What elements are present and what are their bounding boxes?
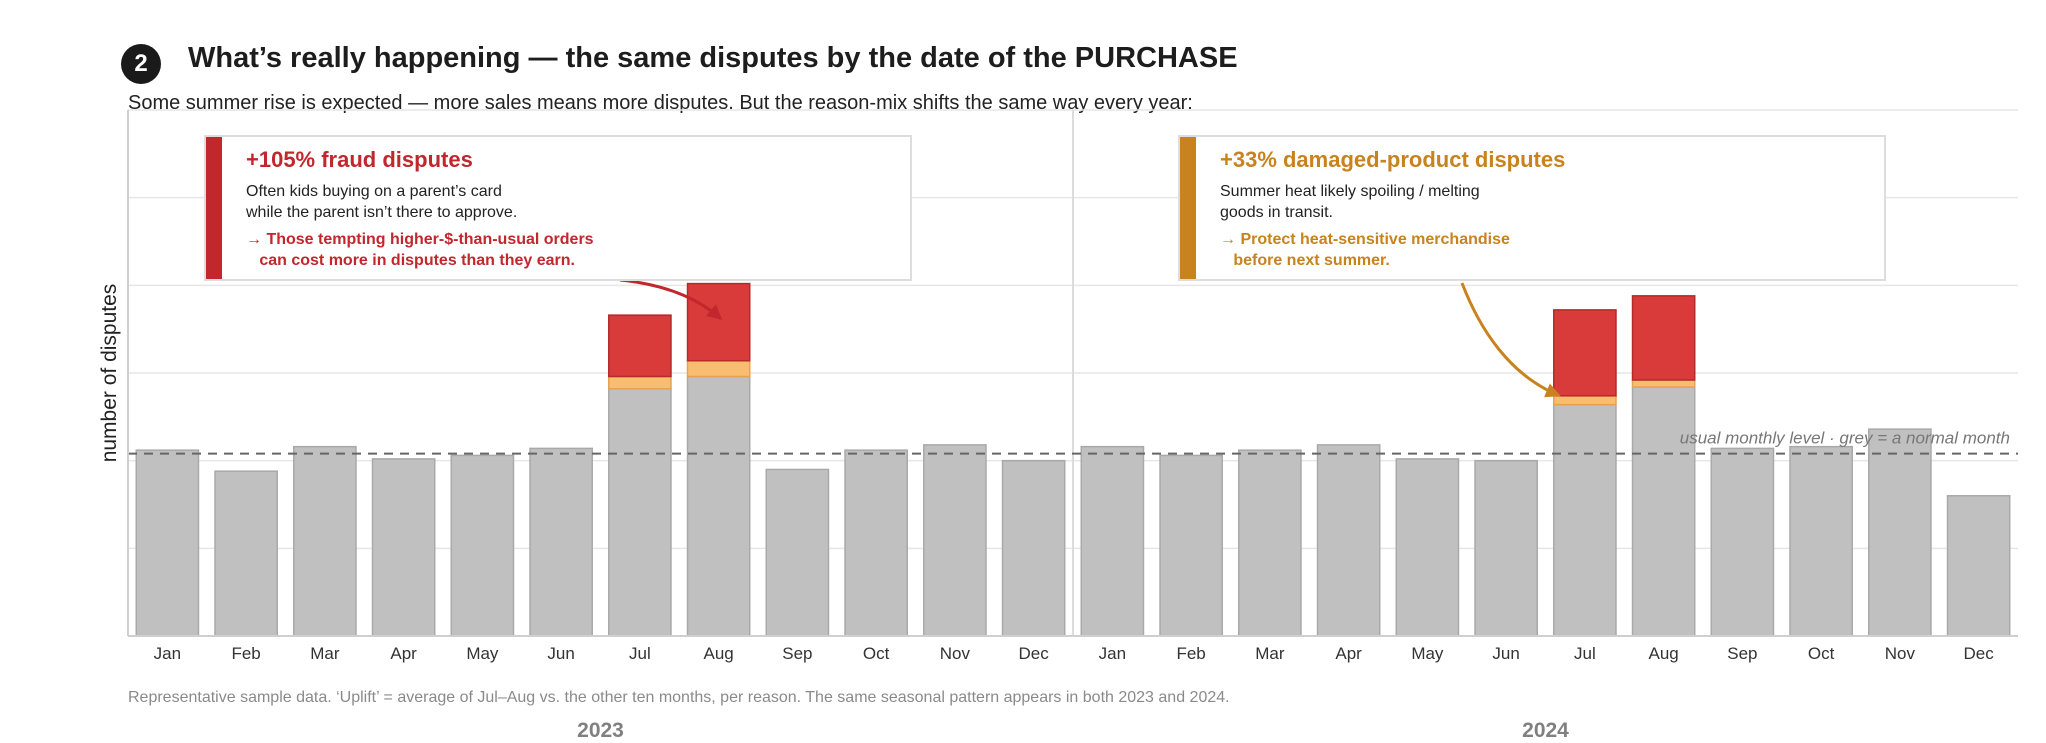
fraud-action: → Those tempting higher-$-than-usual ord… <box>246 229 594 271</box>
year-label: 2024 <box>1522 719 1569 742</box>
bar-segment-0 <box>1946 494 2011 637</box>
damaged-action-line: → Protect heat-sensitive merchandise <box>1220 231 1510 248</box>
bar-segment-0 <box>214 470 278 637</box>
x-tick-label: Mar <box>310 644 340 663</box>
bar-segment-1 <box>686 359 751 378</box>
bar-segment-0 <box>293 445 357 637</box>
x-tick-label: Dec <box>1019 644 1050 663</box>
x-tick-label: Jun <box>1492 644 1519 663</box>
x-tick-label: Jun <box>547 644 574 663</box>
x-tick-label: Nov <box>1885 644 1916 663</box>
fraud-explanation: Often kids buying on a parent’s card whi… <box>246 181 517 223</box>
bar-segment-2 <box>1553 309 1617 397</box>
bar-segment-0 <box>1868 428 1932 637</box>
damaged-explanation-line: goods in transit. <box>1220 204 1333 221</box>
fraud-explanation-line: while the parent isn’t there to approve. <box>246 204 518 221</box>
bar-segment-0 <box>529 447 593 637</box>
damaged-action-line: before next summer. <box>1220 252 1390 269</box>
bar-segment-0 <box>608 388 672 637</box>
x-tick-label: May <box>1411 644 1444 663</box>
x-tick-label: Jan <box>1099 644 1126 663</box>
reference-line-group: usual monthly level · grey = a normal mo… <box>128 429 2018 455</box>
bar-segment-2 <box>686 282 751 362</box>
bar-segment-0 <box>765 468 830 637</box>
fraud-action-line: → Those tempting higher-$-than-usual ord… <box>246 231 594 248</box>
x-tick-label: Sep <box>782 644 812 663</box>
damaged-action: → Protect heat-sensitive merchandise bef… <box>1220 229 1510 271</box>
fraud-explanation-line: Often kids buying on a parent’s card <box>246 183 502 200</box>
bar-segment-1 <box>1631 379 1696 388</box>
bar-segment-0 <box>923 444 987 637</box>
bar-segment-0 <box>1631 386 1696 637</box>
damaged-explanation-line: Summer heat likely spoiling / melting <box>1220 183 1480 200</box>
damaged-accent-bar <box>1180 137 1196 279</box>
bar-segment-0 <box>1553 403 1617 637</box>
damaged-explanation: Summer heat likely spoiling / melting go… <box>1220 181 1480 223</box>
bar-segment-0 <box>1474 459 1538 637</box>
axis-group: Jan Feb Mar Apr May Jun Jul Aug Sep Oct Nov Dec Jan F… <box>98 110 2018 742</box>
page-title: What’s really happening — the same dispu… <box>188 42 1238 74</box>
bar-segment-0 <box>1001 459 1066 637</box>
x-tick-label: May <box>466 644 499 663</box>
damaged-arrow <box>1460 282 1561 398</box>
annotation-arrows <box>619 278 1561 398</box>
x-tick-label: Jul <box>629 644 651 663</box>
page-subtitle: Some summer rise is expected — more sale… <box>128 92 1193 114</box>
fraud-headline: +105% fraud disputes <box>246 147 473 172</box>
x-tick-label: Aug <box>1649 644 1679 663</box>
y-axis-label: number of disputes <box>98 284 121 463</box>
fraud-arrow <box>619 278 723 320</box>
x-tick-label: Mar <box>1255 644 1285 663</box>
x-tick-label: Apr <box>390 644 417 663</box>
bar-segment-0 <box>1789 445 1853 637</box>
bar-segment-0 <box>1080 445 1145 637</box>
bar-segment-0 <box>1159 454 1223 637</box>
fraud-action-line: can cost more in disputes than they earn… <box>246 252 575 269</box>
x-tick-label: Aug <box>704 644 734 663</box>
bar-segment-0 <box>1316 444 1381 637</box>
x-tick-label: Jul <box>1574 644 1596 663</box>
damaged-headline: +33% damaged-product disputes <box>1220 147 1566 172</box>
bar-segment-0 <box>1395 458 1460 637</box>
bar-segment-2 <box>1631 295 1696 381</box>
bar-segment-0 <box>1710 447 1775 637</box>
x-tick-label: Apr <box>1335 644 1362 663</box>
x-tick-label: Oct <box>1808 644 1835 663</box>
x-tick-label: Dec <box>1964 644 1995 663</box>
step-number-badge: 2 <box>121 44 161 84</box>
year-label: 2023 <box>577 719 624 742</box>
x-tick-label: Jan <box>154 644 181 663</box>
bar-segment-0 <box>371 458 436 637</box>
x-tick-label: Feb <box>1176 644 1205 663</box>
bars-group <box>135 282 2011 637</box>
bar-segment-1 <box>1553 395 1617 406</box>
bar-segment-2 <box>608 314 672 378</box>
bar-segment-0 <box>135 449 200 637</box>
reference-line-label: usual monthly level · grey = a normal mo… <box>1680 429 2010 448</box>
bar-segment-0 <box>450 454 515 637</box>
damaged-annotation-box: +33% damaged-product disputes Summer hea… <box>1178 135 1886 281</box>
x-tick-label: Nov <box>940 644 971 663</box>
bar-segment-1 <box>608 375 672 390</box>
x-tick-label: Sep <box>1727 644 1757 663</box>
bar-segment-0 <box>1238 449 1302 637</box>
fraud-accent-bar <box>206 137 222 279</box>
bar-segment-0 <box>686 375 751 637</box>
bar-segment-0 <box>844 449 908 637</box>
x-tick-label: Feb <box>231 644 260 663</box>
footnote: Representative sample data. ‘Uplift’ = a… <box>128 689 1230 706</box>
x-tick-label: Oct <box>863 644 890 663</box>
fraud-annotation-box: +105% fraud disputes Often kids buying o… <box>204 135 912 281</box>
